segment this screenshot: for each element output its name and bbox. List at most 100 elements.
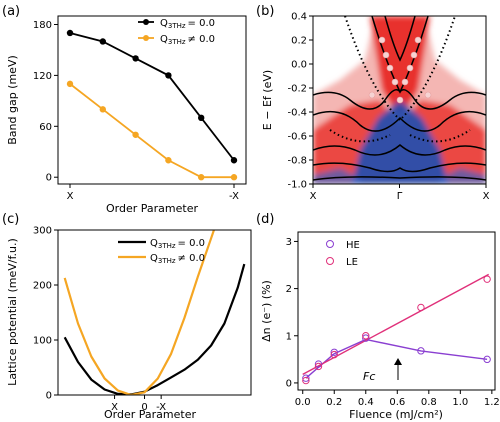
legend-a-marker-0 xyxy=(143,19,149,25)
band-line-3 xyxy=(313,144,486,156)
panel-d-series-1-point-3 xyxy=(362,332,370,340)
panel-a: (a) 0 60 120 180 X -X Order Parameter Band ga… xyxy=(2,4,247,215)
panel-a-label: (a) xyxy=(2,4,20,19)
legend-a-marker-1 xyxy=(143,35,149,41)
panel-c-ytick-0: 0 xyxy=(46,391,52,402)
panel-a-xlabel: Order Parameter xyxy=(106,202,198,215)
panel-d-xtick-4: 0.8 xyxy=(421,397,437,408)
panel-b-ytick-2: -0.6 xyxy=(287,132,307,143)
panel-d-series-0-point-1 xyxy=(314,360,323,368)
band-line-4 xyxy=(313,162,486,173)
panel-a-legend: Q3THz = 0.0 Q3THz ≠ 0.0 xyxy=(138,18,215,46)
panel-d: (d) 0 1 2 3 0.0 0.2 0.4 0.6 0.8 1.0 1.2 Fluence (m… xyxy=(256,212,500,421)
panel-b-ytick-1: -0.8 xyxy=(287,156,307,167)
panel-d-xtick-2: 0.4 xyxy=(358,397,374,408)
panel-a-ytick-2: 120 xyxy=(33,71,52,82)
panel-a-ylabel: Band gap (meV) xyxy=(6,55,19,145)
panel-c-series-0-curve xyxy=(63,263,246,395)
panel-a-ytick-1: 60 xyxy=(39,122,52,133)
panel-d-ytick-2: 2 xyxy=(286,284,292,295)
blue-right-wing xyxy=(440,168,486,184)
legend-c-text-1: Q3THz ≠ 0.0 xyxy=(150,253,205,265)
band-line-5 xyxy=(313,176,486,181)
panel-a-ytick-0: 0 xyxy=(46,173,52,184)
panel-a-series-0-point-4 xyxy=(198,114,205,122)
panel-c-xlabel: Order Parameter xyxy=(104,408,196,421)
legend-d-text-1: LE xyxy=(346,257,358,268)
panel-d-frame xyxy=(297,231,496,391)
panel-a-ytick-3: 180 xyxy=(33,20,52,31)
panel-d-ytick-3: 3 xyxy=(286,237,292,248)
panel-b-xtick-1: Γ xyxy=(397,191,403,202)
panel-b-ytick-7: 0.4 xyxy=(291,12,307,23)
panel-d-xtick-3: 0.6 xyxy=(389,397,405,408)
panel-b-ytick-4: -0.2 xyxy=(287,84,307,95)
legend-c-text-0: Q3THz = 0.0 xyxy=(150,238,205,250)
panel-d-series-0-point-2 xyxy=(330,348,338,356)
panel-a-series-1-line xyxy=(69,83,234,179)
panel-a-ticks: 0 60 120 180 X -X xyxy=(33,20,239,202)
panel-b-xtick-2: X xyxy=(483,191,490,202)
panel-d-xlabel: Fluence (mJ/cm²) xyxy=(349,408,443,421)
panel-a-series-1-point-5 xyxy=(230,174,238,181)
panel-c-ylabel: Lattice potential (meV/f.u.) xyxy=(6,238,19,386)
panel-d-ticks: 0 1 2 3 0.0 0.2 0.4 0.6 0.8 1.0 1.2 xyxy=(286,237,500,408)
panel-c-label: (c) xyxy=(2,212,19,227)
legend-d-marker-1 xyxy=(326,257,334,265)
panel-d-xtick-0: 0.0 xyxy=(295,397,311,408)
panel-a-series-1-point-0 xyxy=(66,80,74,88)
panel-c-xtick-0: X xyxy=(111,402,118,413)
panel-d-series-1-point-4 xyxy=(417,303,425,312)
blue-left-wing xyxy=(313,168,360,184)
panel-c-xtick-2: -X xyxy=(156,402,166,413)
panel-c-ytick-2: 200 xyxy=(33,281,52,292)
legend-d-marker-0 xyxy=(326,240,334,248)
panel-d-xtick-6: 1.2 xyxy=(484,397,500,408)
panel-d-series-0-point-4 xyxy=(417,347,425,355)
fc-label: Fc xyxy=(363,370,375,383)
panel-b-ylabel: E − Ef (eV) xyxy=(261,70,274,130)
red-central-band xyxy=(370,16,430,120)
panel-b-ytick-0: -1.0 xyxy=(287,180,307,191)
panel-d-label: (d) xyxy=(256,212,274,227)
panel-d-xtick-1: 0.2 xyxy=(326,397,342,408)
panel-b-ytick-5: 0.0 xyxy=(291,60,307,71)
panel-c-series-1-curve xyxy=(63,230,216,395)
panel-d-series-1-point-0 xyxy=(302,376,310,385)
panel-d-series-0-point-0 xyxy=(302,374,310,382)
panel-b: (b) xyxy=(256,4,490,202)
dotted-band-1 xyxy=(344,16,456,122)
panel-d-xtick-5: 1.0 xyxy=(452,397,468,408)
dotted-bands xyxy=(329,16,471,143)
panel-a-xtick-0: X xyxy=(67,191,74,202)
panel-d-ytick-1: 1 xyxy=(286,331,292,342)
panel-b-ytick-6: 0.2 xyxy=(291,36,307,47)
band-line-7 xyxy=(384,16,416,62)
panel-c-ytick-1: 100 xyxy=(33,336,52,347)
panel-d-series-1-point-5 xyxy=(483,275,491,283)
panel-b-xtick-0: X xyxy=(310,191,317,202)
panel-c: (c) 0 100 200 300 X 0 -X Order Parameter Latti… xyxy=(2,212,252,421)
panel-a-series-0-point-3 xyxy=(165,72,172,79)
panel-d-ylabel: Δn (e⁻) (%) xyxy=(260,280,273,342)
panel-b-ticks: -1.0 -0.8 -0.6 -0.4 -0.2 0.0 0.2 0.4 X Γ X xyxy=(287,12,489,203)
panel-d-ytick-0: 0 xyxy=(286,378,292,389)
panel-d-series-0-point-5 xyxy=(483,355,491,364)
panel-a-marks xyxy=(66,29,238,181)
panel-a-series-0-point-2 xyxy=(132,55,139,62)
dotted-band-2 xyxy=(329,129,391,143)
blue-region xyxy=(352,100,448,184)
panel-b-ytick-3: -0.4 xyxy=(287,108,307,119)
panel-d-legend: HE LE xyxy=(326,240,360,268)
panel-d-series-0-point-3 xyxy=(362,334,370,342)
legend-a-text-0: Q3THz = 0.0 xyxy=(160,18,215,30)
panel-c-frame xyxy=(57,229,252,396)
panel-a-series-1-point-2 xyxy=(132,131,139,138)
panel-a-series-0-point-0 xyxy=(66,29,74,37)
band-line-2 xyxy=(313,110,486,132)
panel-b-label: (b) xyxy=(256,4,274,19)
panel-b-spectrum xyxy=(313,16,486,184)
panel-a-series-0-line xyxy=(69,32,235,161)
legend-d-text-0: HE xyxy=(346,240,360,251)
panel-d-series-1-fit xyxy=(302,273,490,376)
